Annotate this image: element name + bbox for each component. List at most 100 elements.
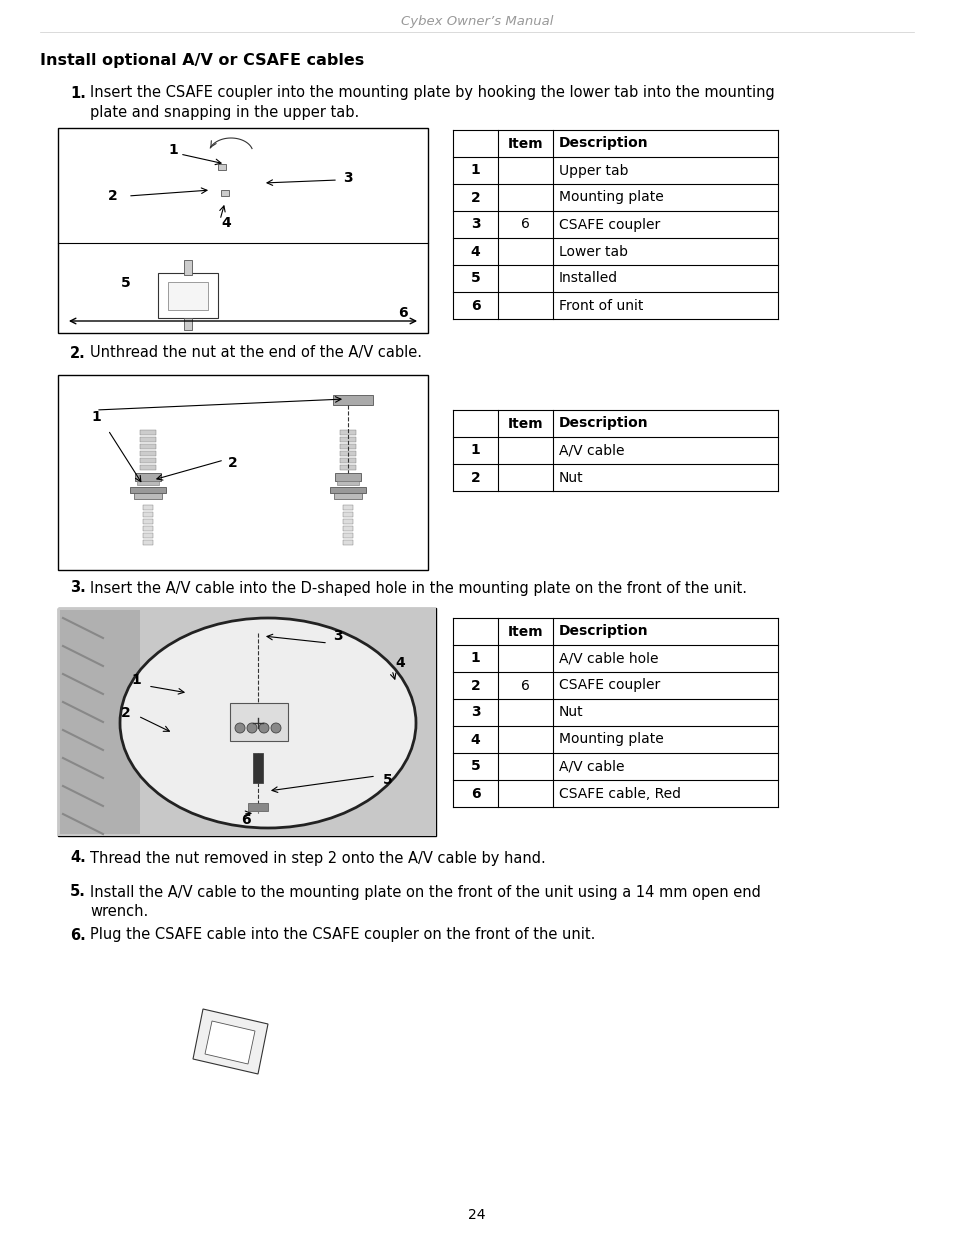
Text: 2: 2 (228, 456, 237, 471)
Bar (343, 540, 353, 545)
Text: 2.: 2. (70, 346, 86, 361)
Bar (58, 608, 436, 836)
Text: Description: Description (558, 137, 648, 151)
Text: 5.: 5. (70, 884, 86, 899)
Bar (339, 437, 355, 442)
Text: 3.: 3. (70, 580, 86, 595)
Bar (221, 190, 229, 196)
Bar (343, 526, 353, 531)
Text: 2: 2 (470, 471, 480, 484)
Text: 4: 4 (395, 656, 404, 671)
Bar (143, 513, 152, 517)
Bar (453, 130, 778, 319)
Text: A/V cable hole: A/V cable hole (558, 652, 658, 666)
Text: Cybex Owner’s Manual: Cybex Owner’s Manual (400, 16, 553, 28)
Text: wrench.: wrench. (90, 904, 148, 920)
Bar (60, 610, 140, 834)
Bar (168, 282, 208, 310)
Text: 1: 1 (470, 652, 480, 666)
Polygon shape (205, 1021, 254, 1065)
Text: Nut: Nut (558, 705, 583, 720)
Text: Lower tab: Lower tab (558, 245, 627, 258)
Bar (158, 273, 218, 317)
Bar (140, 451, 156, 456)
Bar (333, 395, 373, 405)
Bar (218, 164, 226, 170)
Text: Description: Description (558, 625, 648, 638)
Text: CSAFE coupler: CSAFE coupler (558, 217, 659, 231)
Text: 6.: 6. (70, 927, 86, 942)
Text: Description: Description (558, 416, 648, 431)
Text: Thread the nut removed in step 2 onto the A/V cable by hand.: Thread the nut removed in step 2 onto th… (90, 851, 545, 866)
Bar (143, 505, 152, 510)
Circle shape (234, 722, 245, 734)
Text: 4.: 4. (70, 851, 86, 866)
Bar (143, 526, 152, 531)
Bar (140, 466, 156, 471)
Text: Front of unit: Front of unit (558, 299, 642, 312)
Bar (339, 458, 355, 463)
Bar (143, 540, 152, 545)
Text: 6: 6 (241, 813, 251, 827)
Text: 6: 6 (470, 787, 479, 800)
Bar (343, 534, 353, 538)
Bar (343, 513, 353, 517)
Bar (140, 437, 156, 442)
Bar (135, 473, 161, 480)
Text: 2: 2 (470, 190, 480, 205)
Text: 24: 24 (468, 1208, 485, 1221)
Text: Unthread the nut at the end of the A/V cable.: Unthread the nut at the end of the A/V c… (90, 346, 421, 361)
Bar (253, 753, 263, 783)
Text: Insert the A/V cable into the D-shaped hole in the mounting plate on the front o: Insert the A/V cable into the D-shaped h… (90, 580, 746, 595)
Text: 4: 4 (470, 732, 480, 746)
Text: Installed: Installed (558, 272, 618, 285)
Text: A/V cable: A/V cable (558, 443, 624, 457)
Bar (339, 430, 355, 435)
Text: Item: Item (507, 625, 543, 638)
Bar (248, 803, 268, 811)
Bar (339, 466, 355, 471)
Bar (343, 519, 353, 524)
Circle shape (258, 722, 269, 734)
Text: CSAFE coupler: CSAFE coupler (558, 678, 659, 693)
Text: Install optional A/V or CSAFE cables: Install optional A/V or CSAFE cables (40, 53, 364, 68)
Bar (343, 505, 353, 510)
Text: Nut: Nut (558, 471, 583, 484)
Text: 1: 1 (470, 163, 480, 178)
Bar (184, 261, 192, 275)
Text: Plug the CSAFE cable into the CSAFE coupler on the front of the unit.: Plug the CSAFE cable into the CSAFE coup… (90, 927, 595, 942)
Text: 6: 6 (520, 217, 529, 231)
Bar (334, 493, 361, 499)
Text: 1: 1 (168, 143, 177, 157)
Text: 2: 2 (470, 678, 480, 693)
Bar (133, 493, 162, 499)
Bar (230, 703, 288, 741)
Text: 2: 2 (108, 189, 118, 203)
Text: 3: 3 (470, 705, 479, 720)
Bar (58, 128, 428, 333)
Bar (58, 608, 436, 836)
Text: 1: 1 (91, 410, 101, 424)
Bar (336, 480, 358, 485)
Circle shape (271, 722, 281, 734)
Text: 3: 3 (343, 170, 353, 185)
Text: Insert the CSAFE coupler into the mounting plate by hooking the lower tab into t: Insert the CSAFE coupler into the mounti… (90, 85, 774, 100)
Text: 5: 5 (383, 773, 393, 787)
Bar (130, 487, 166, 493)
Text: 2: 2 (121, 706, 131, 720)
Text: 1: 1 (131, 673, 141, 687)
Text: 3: 3 (333, 629, 342, 643)
Text: plate and snapping in the upper tab.: plate and snapping in the upper tab. (90, 105, 359, 120)
Text: 6: 6 (397, 306, 407, 320)
Circle shape (247, 722, 256, 734)
Polygon shape (193, 1009, 268, 1074)
Text: 3: 3 (470, 217, 479, 231)
Bar (58, 375, 428, 571)
Text: A/V cable: A/V cable (558, 760, 624, 773)
Text: 4: 4 (221, 216, 231, 230)
Text: Mounting plate: Mounting plate (558, 190, 663, 205)
Text: 1.: 1. (70, 85, 86, 100)
Text: Install the A/V cable to the mounting plate on the front of the unit using a 14 : Install the A/V cable to the mounting pl… (90, 884, 760, 899)
Bar (453, 410, 778, 492)
Text: Mounting plate: Mounting plate (558, 732, 663, 746)
